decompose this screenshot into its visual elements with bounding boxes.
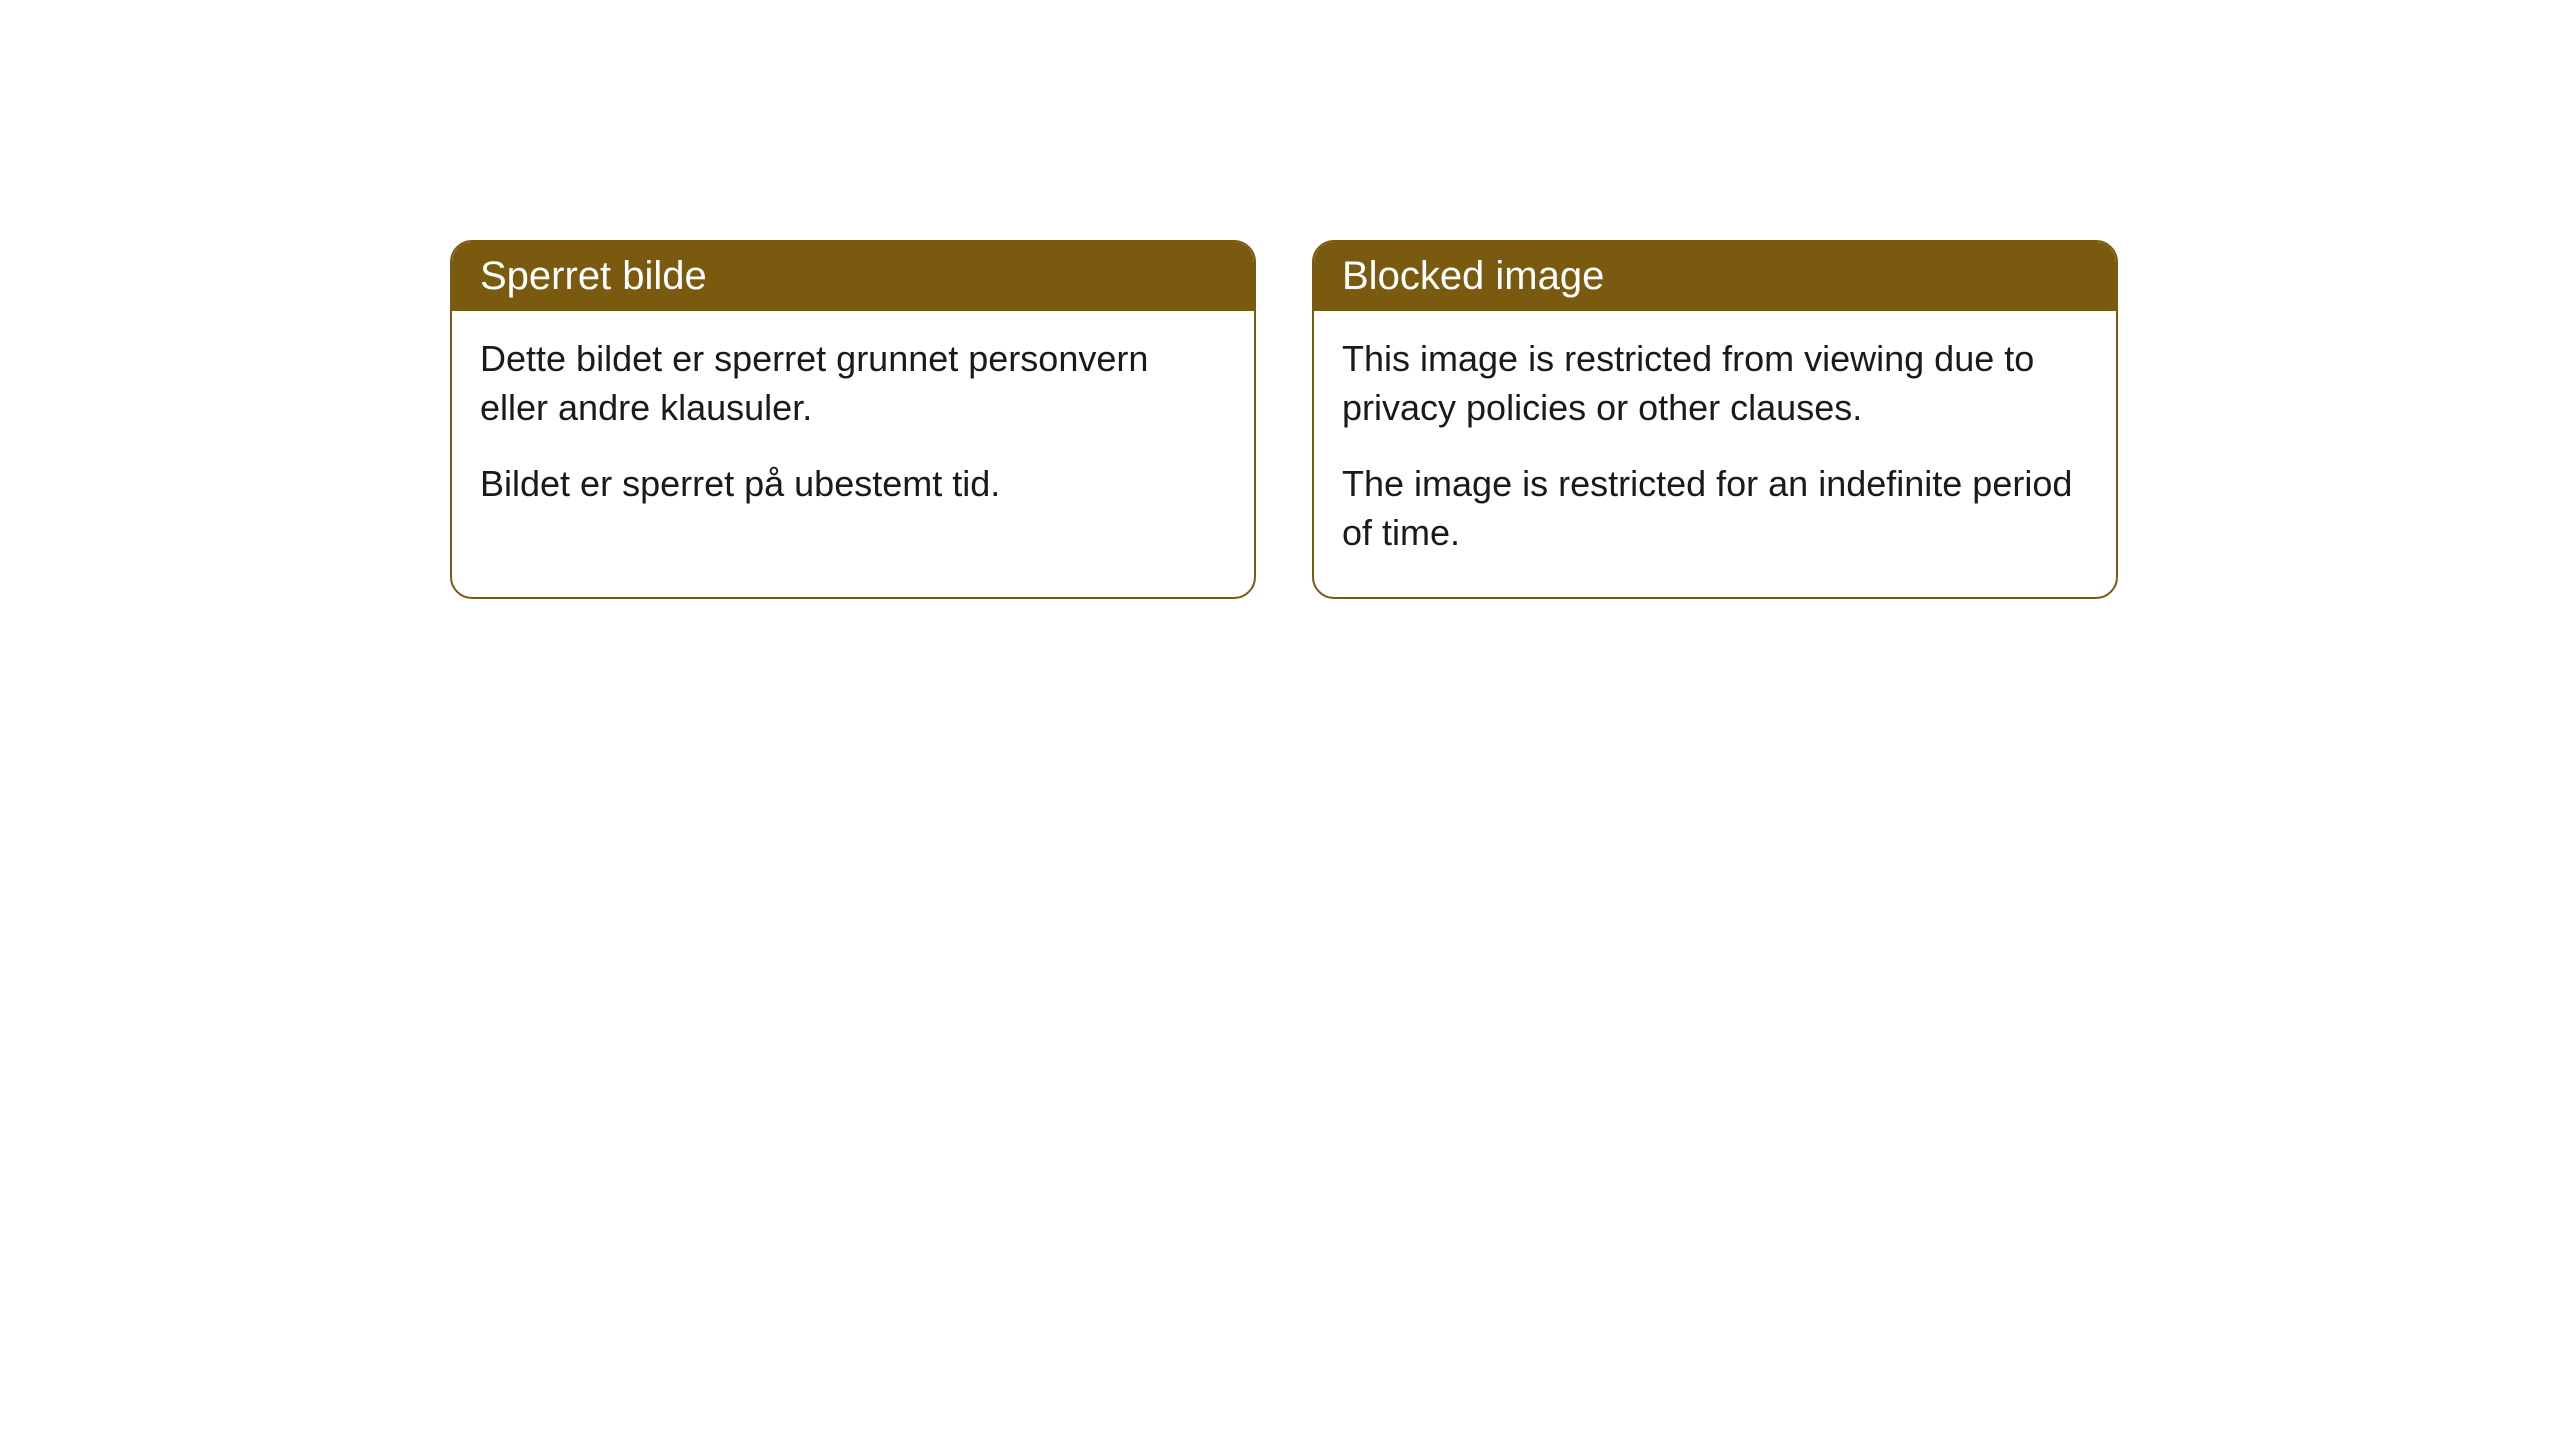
card-paragraph-1-en: This image is restricted from viewing du… bbox=[1342, 335, 2088, 432]
card-paragraph-2-no: Bildet er sperret på ubestemt tid. bbox=[480, 460, 1226, 509]
blocked-image-card-en: Blocked image This image is restricted f… bbox=[1312, 240, 2118, 599]
card-header-en: Blocked image bbox=[1314, 242, 2116, 311]
blocked-image-card-no: Sperret bilde Dette bildet er sperret gr… bbox=[450, 240, 1256, 599]
card-header-no: Sperret bilde bbox=[452, 242, 1254, 311]
cards-container: Sperret bilde Dette bildet er sperret gr… bbox=[450, 240, 2560, 599]
card-body-en: This image is restricted from viewing du… bbox=[1314, 311, 2116, 597]
card-paragraph-1-no: Dette bildet er sperret grunnet personve… bbox=[480, 335, 1226, 432]
card-body-no: Dette bildet er sperret grunnet personve… bbox=[452, 311, 1254, 549]
card-title-no: Sperret bilde bbox=[480, 254, 707, 298]
card-paragraph-2-en: The image is restricted for an indefinit… bbox=[1342, 460, 2088, 557]
card-title-en: Blocked image bbox=[1342, 254, 1604, 298]
